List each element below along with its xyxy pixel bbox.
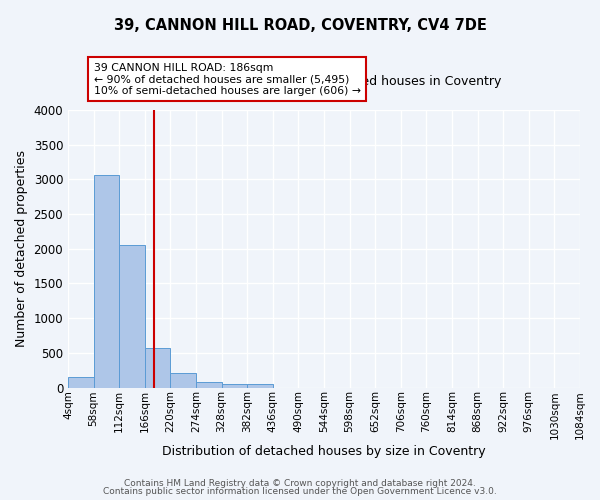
Bar	[119, 244, 145, 388]
Bar	[196, 382, 221, 388]
Title: Size of property relative to detached houses in Coventry: Size of property relative to detached ho…	[147, 75, 501, 88]
Bar	[145, 348, 170, 388]
Text: 39 CANNON HILL ROAD: 186sqm
← 90% of detached houses are smaller (5,495)
10% of : 39 CANNON HILL ROAD: 186sqm ← 90% of det…	[94, 63, 361, 96]
Bar	[221, 384, 247, 388]
X-axis label: Distribution of detached houses by size in Coventry: Distribution of detached houses by size …	[162, 444, 486, 458]
Bar	[170, 374, 196, 388]
Text: 39, CANNON HILL ROAD, COVENTRY, CV4 7DE: 39, CANNON HILL ROAD, COVENTRY, CV4 7DE	[113, 18, 487, 32]
Bar	[247, 384, 273, 388]
Text: Contains HM Land Registry data © Crown copyright and database right 2024.: Contains HM Land Registry data © Crown c…	[124, 478, 476, 488]
Y-axis label: Number of detached properties: Number of detached properties	[15, 150, 28, 347]
Bar	[94, 175, 119, 388]
Bar	[68, 377, 94, 388]
Text: Contains public sector information licensed under the Open Government Licence v3: Contains public sector information licen…	[103, 487, 497, 496]
